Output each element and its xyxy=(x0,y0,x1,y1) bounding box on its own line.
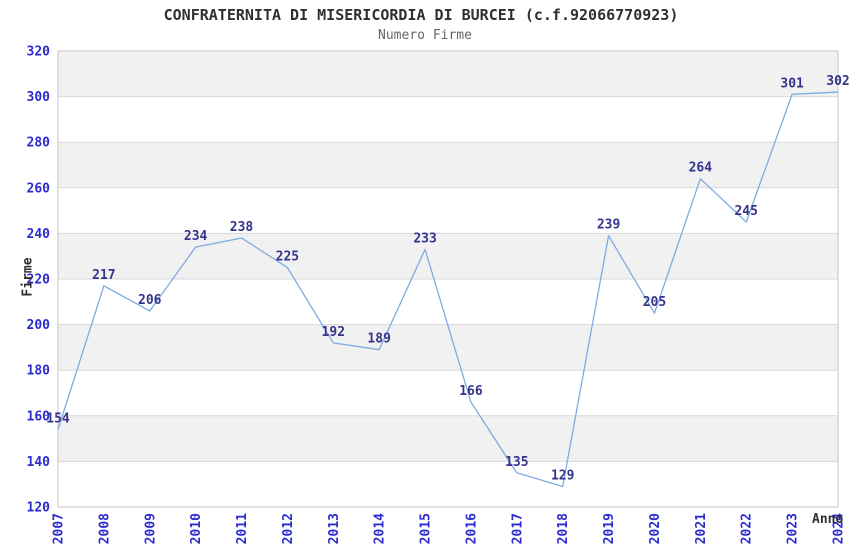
series-line xyxy=(57,91,839,488)
y-tick-label: 220 xyxy=(27,273,51,288)
x-tick-label: 2008 xyxy=(97,513,112,544)
grid-band xyxy=(58,96,838,143)
data-point-label: 217 xyxy=(92,268,115,283)
y-tick-label: 300 xyxy=(27,90,51,105)
x-tick-label: 2011 xyxy=(235,513,250,544)
data-point-label: 245 xyxy=(734,204,757,219)
grid-band xyxy=(58,233,838,279)
data-point-label: 234 xyxy=(184,229,208,244)
x-tick-label: 2020 xyxy=(648,513,663,544)
y-tick-label: 160 xyxy=(27,409,51,424)
data-point-label: 129 xyxy=(551,468,574,483)
y-tick-label: 180 xyxy=(27,364,51,379)
data-point-label: 154 xyxy=(46,411,70,426)
x-axis-title: Anno xyxy=(812,512,844,527)
data-point-label: 233 xyxy=(413,231,436,246)
data-point-label: 302 xyxy=(826,74,849,89)
x-tick-label: 2022 xyxy=(740,513,755,544)
x-tick-label: 2024 xyxy=(832,513,847,544)
data-point-label: 189 xyxy=(367,332,390,347)
grid-band xyxy=(58,415,838,462)
chart-subtitle: Numero Firme xyxy=(378,28,472,43)
x-tick-label: 2019 xyxy=(602,513,617,544)
x-tick-label: 2021 xyxy=(694,513,709,544)
y-axis-title: Firme xyxy=(20,257,36,297)
y-tick-label: 120 xyxy=(27,501,51,516)
y-tick-label: 240 xyxy=(27,227,51,242)
x-tick-label: 2018 xyxy=(556,513,571,544)
data-point-label: 135 xyxy=(505,455,528,470)
data-point-label: 264 xyxy=(689,161,713,176)
x-tick-label: 2010 xyxy=(189,513,204,544)
x-tick-label: 2015 xyxy=(419,513,434,544)
grid-band xyxy=(58,279,838,325)
x-tick-label: 2009 xyxy=(143,513,158,544)
x-tick-label: 2012 xyxy=(281,513,296,544)
plot-border xyxy=(57,50,839,508)
data-point-label: 301 xyxy=(780,76,804,91)
chart-title: CONFRATERNITA DI MISERICORDIA DI BURCEI … xyxy=(163,6,679,24)
data-point-label: 206 xyxy=(138,293,162,308)
x-tick-label: 2017 xyxy=(510,513,525,544)
y-tick-label: 320 xyxy=(27,45,51,60)
y-tick-label: 200 xyxy=(27,318,51,333)
grid-band xyxy=(58,461,838,507)
data-point-label: 205 xyxy=(643,295,666,310)
x-tick-label: 2016 xyxy=(464,513,479,544)
y-tick-label: 140 xyxy=(27,455,51,470)
data-point-label: 166 xyxy=(459,384,483,399)
data-point-label: 238 xyxy=(230,220,254,235)
x-tick-label: 2013 xyxy=(327,513,342,544)
x-tick-label: 2007 xyxy=(52,513,67,544)
grid-band xyxy=(58,324,838,371)
grid-band xyxy=(58,142,838,188)
grid-band xyxy=(58,187,838,234)
y-tick-label: 260 xyxy=(27,181,51,196)
x-tick-label: 2023 xyxy=(786,513,801,544)
y-tick-label: 280 xyxy=(27,136,51,151)
grid-band xyxy=(58,370,838,416)
x-tick-label: 2014 xyxy=(373,513,388,544)
grid-band xyxy=(58,51,838,97)
data-point-label: 225 xyxy=(276,250,299,265)
data-point-label: 192 xyxy=(322,325,345,340)
data-point-label: 239 xyxy=(597,218,620,233)
